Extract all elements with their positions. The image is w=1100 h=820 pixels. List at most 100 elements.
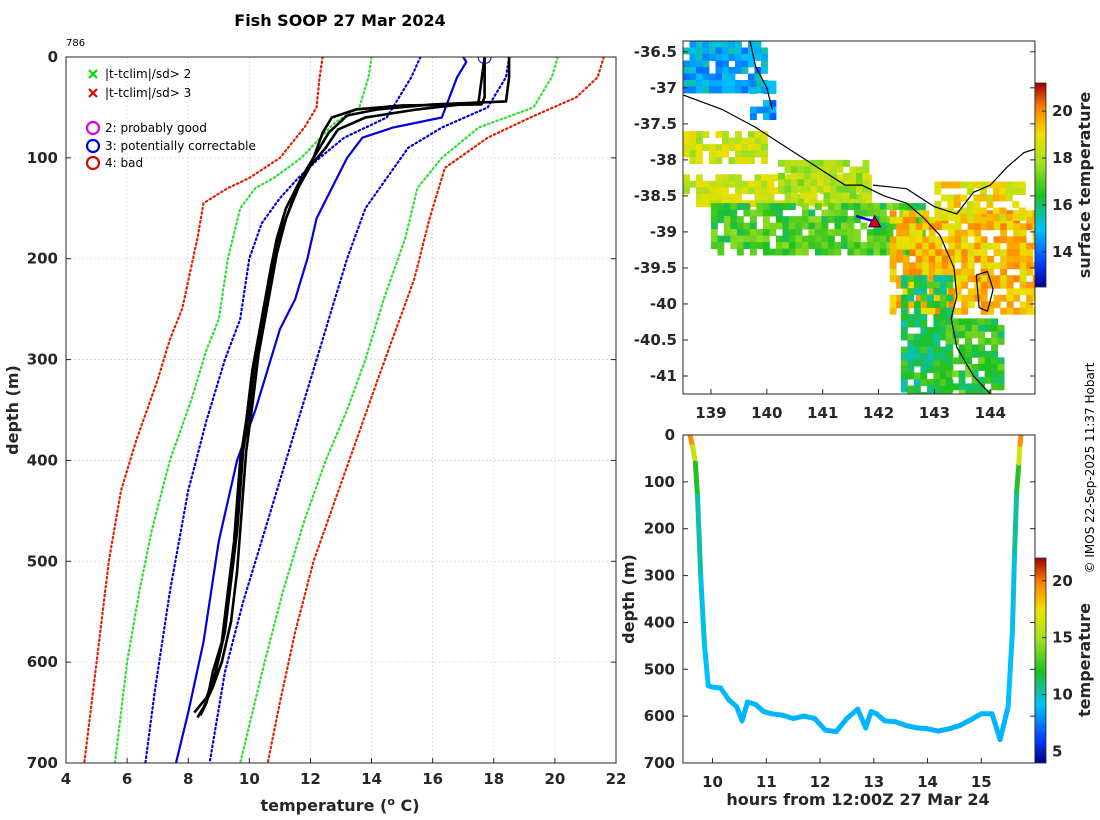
sst-pixel bbox=[696, 174, 703, 182]
section-track-segment bbox=[1016, 441, 1023, 466]
sst-pixel bbox=[754, 47, 762, 55]
map-x-tick-label: 144 bbox=[975, 404, 1006, 422]
sst-pixel bbox=[967, 288, 975, 296]
sst-pixel bbox=[1013, 294, 1021, 302]
sst-pixel bbox=[736, 235, 744, 243]
sst-pixel bbox=[853, 203, 861, 210]
sst-pixel bbox=[735, 193, 742, 201]
map-ticks: 139 140 141 142 143 144 -36.5 -37 -37.5 -38 -38.5 -… bbox=[634, 43, 1035, 422]
sst-pixel bbox=[987, 242, 995, 250]
section-track-segment bbox=[863, 709, 874, 731]
sst-pixel bbox=[689, 150, 697, 158]
sst-pixel bbox=[741, 187, 749, 195]
sst-pixel bbox=[849, 185, 857, 193]
sst-pixel bbox=[762, 216, 770, 223]
sst-pixel bbox=[971, 344, 979, 352]
sst-pixel bbox=[991, 357, 998, 365]
sst-pixel bbox=[978, 337, 985, 345]
sst-pixel bbox=[709, 150, 716, 158]
sst-pixel bbox=[961, 301, 969, 309]
map-y-tick-label: -40 bbox=[650, 295, 677, 313]
sst-pixel bbox=[763, 87, 770, 94]
sst-pixel bbox=[920, 327, 928, 334]
sst-pixel bbox=[920, 333, 928, 341]
sst-pixel bbox=[817, 159, 824, 167]
sst-pixel bbox=[1013, 242, 1021, 250]
sst-pixel bbox=[769, 222, 777, 230]
sst-pixel bbox=[941, 236, 949, 244]
sst-pixel bbox=[683, 137, 690, 145]
sst-pixel bbox=[782, 242, 790, 249]
sst-pixel bbox=[1000, 307, 1008, 315]
map-x-tick-label: 141 bbox=[807, 404, 838, 422]
sst-pixel bbox=[922, 223, 930, 231]
sst-pixel bbox=[728, 157, 736, 164]
sst-pixel bbox=[967, 229, 975, 237]
sst-pixel bbox=[1005, 181, 1013, 189]
sst-pixel bbox=[941, 255, 949, 263]
sst-pixel bbox=[961, 307, 969, 315]
sst-pixel bbox=[907, 333, 915, 341]
sst-pixel bbox=[715, 174, 723, 182]
sst-pixel bbox=[782, 203, 790, 210]
sst-pixel bbox=[849, 198, 857, 206]
sst-pixel bbox=[860, 242, 868, 249]
sst-pixel bbox=[689, 60, 697, 68]
sst-pixel bbox=[902, 255, 910, 263]
sst-pixel bbox=[913, 320, 921, 328]
sst-pixel bbox=[953, 214, 961, 221]
sst-pixel bbox=[1013, 223, 1021, 231]
sst-pixel bbox=[1012, 201, 1020, 208]
sst-pixel bbox=[696, 60, 703, 68]
sst-pixel bbox=[728, 47, 736, 55]
sst-pixel bbox=[947, 207, 955, 215]
sst-pixel bbox=[830, 159, 837, 167]
legend-x-marker bbox=[88, 69, 98, 79]
sst-pixel bbox=[873, 235, 881, 243]
sst-pixel bbox=[1032, 210, 1035, 218]
sst-pixel bbox=[1006, 307, 1014, 315]
sst-pixel bbox=[761, 157, 768, 164]
sst-pixel bbox=[743, 203, 751, 210]
sst-pixel bbox=[1000, 281, 1008, 289]
sst-pixel bbox=[926, 379, 934, 386]
sst-pixel bbox=[939, 353, 947, 360]
sst-pixel bbox=[980, 275, 988, 283]
sst-pixel bbox=[834, 222, 842, 230]
sst-pixel bbox=[689, 157, 697, 164]
sst-pixel bbox=[814, 229, 822, 236]
sst-pixel bbox=[933, 301, 941, 308]
sst-pixel bbox=[965, 357, 972, 365]
sst-pixel bbox=[1006, 223, 1014, 231]
section-x-tick-label: 15 bbox=[971, 773, 992, 791]
sst-pixel bbox=[849, 172, 857, 180]
sst-pixel bbox=[1019, 301, 1027, 309]
sst-pixel bbox=[866, 203, 874, 210]
sst-pixel bbox=[775, 203, 783, 210]
sst-pixel bbox=[717, 203, 725, 210]
sst-pixel bbox=[748, 157, 755, 164]
sst-pixel bbox=[926, 346, 934, 354]
sst-pixel bbox=[965, 383, 972, 391]
sst-pixel bbox=[710, 209, 718, 217]
sst-pixel bbox=[896, 294, 904, 302]
sst-pixel bbox=[810, 198, 818, 206]
sst-pixel bbox=[920, 392, 928, 394]
sst-pixel bbox=[860, 203, 868, 210]
sst-pixel bbox=[782, 216, 790, 223]
sst-pixel bbox=[973, 201, 981, 208]
sst-pixel bbox=[775, 222, 783, 230]
sst-pixel bbox=[683, 174, 690, 182]
sst-pixel bbox=[787, 174, 794, 182]
sst-pixel bbox=[696, 54, 703, 61]
sst-pixel bbox=[836, 159, 844, 167]
sst-pixel bbox=[896, 281, 904, 289]
sst-pixel bbox=[754, 73, 762, 81]
sst-pixel bbox=[939, 327, 947, 334]
sst-pixel bbox=[939, 314, 947, 321]
sst-pixel bbox=[973, 181, 981, 189]
sst-pixel bbox=[756, 209, 764, 217]
sst-pixel bbox=[754, 86, 762, 94]
section-x-tick-label: 14 bbox=[917, 773, 938, 791]
sst-pixel bbox=[892, 203, 900, 210]
